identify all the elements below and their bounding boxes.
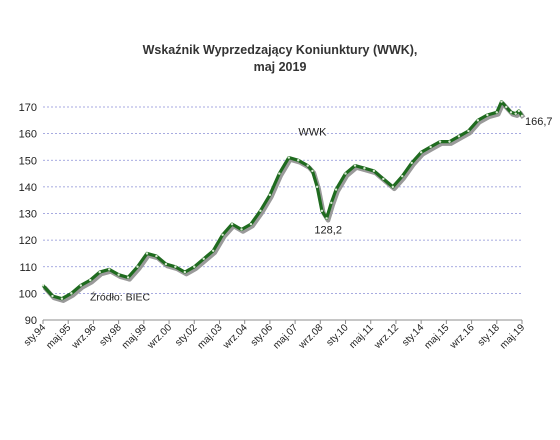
- series-point: [334, 188, 338, 191]
- x-tick-label: sty.10: [325, 322, 351, 348]
- series-point: [41, 284, 45, 287]
- series-point: [278, 172, 281, 175]
- series-point: [249, 222, 253, 226]
- series-point: [325, 217, 328, 220]
- series-point: [174, 265, 177, 268]
- y-tick-label: 90: [25, 315, 37, 327]
- last-value-label: 166,7: [525, 116, 553, 128]
- series-point: [505, 105, 508, 109]
- series-point: [363, 167, 366, 170]
- series-point: [520, 114, 524, 117]
- y-tick-label: 150: [19, 155, 37, 167]
- x-tick-label: maj.99: [120, 322, 149, 351]
- series-point: [486, 113, 489, 117]
- x-tick-label: wrz.96: [69, 322, 99, 352]
- series-point: [467, 129, 470, 133]
- series-point: [410, 161, 413, 165]
- series-point: [457, 135, 461, 138]
- x-tick-label: maj.15: [422, 322, 451, 351]
- x-tick-label: wrz.04: [220, 322, 250, 352]
- series-point: [136, 265, 139, 268]
- series-point: [155, 254, 158, 258]
- x-tick-label: wrz.16: [447, 322, 477, 352]
- y-tick-label: 110: [19, 262, 37, 274]
- series-point: [448, 140, 451, 143]
- y-tick-label: 140: [19, 182, 37, 194]
- series-point: [230, 222, 234, 226]
- series-point: [259, 209, 262, 213]
- series-point: [476, 119, 480, 122]
- series-point: [202, 257, 205, 260]
- series-point: [500, 100, 503, 103]
- series-point: [509, 111, 513, 114]
- series-point: [107, 268, 111, 271]
- series-point: [60, 297, 64, 300]
- series-point: [297, 159, 300, 162]
- series-point: [240, 228, 243, 231]
- series-point: [98, 270, 101, 274]
- series-point: [372, 169, 376, 173]
- series-point: [183, 270, 187, 274]
- series-point: [382, 177, 385, 181]
- series-point: [211, 249, 215, 252]
- series-point: [401, 175, 404, 178]
- series-point: [429, 145, 432, 149]
- series-point: [145, 252, 149, 255]
- series-point: [117, 273, 120, 276]
- series-point: [126, 276, 130, 279]
- y-tick-label: 170: [19, 102, 37, 114]
- series-point: [268, 193, 272, 197]
- series-point: [495, 111, 498, 114]
- x-tick-label: maj.19: [498, 322, 527, 351]
- source-note: Źródło: BIEC: [90, 290, 151, 303]
- series-point: [79, 284, 83, 287]
- series-point: [330, 201, 333, 205]
- series-line-wwk: [41, 100, 524, 301]
- y-tick-label: 100: [19, 288, 37, 300]
- series-point: [306, 164, 309, 167]
- series-point: [514, 112, 517, 115]
- x-tick-label: wrz.00: [145, 322, 175, 352]
- series-name-label: WWK: [298, 126, 327, 138]
- series-point: [344, 172, 347, 175]
- series-point: [517, 109, 521, 113]
- series-point: [419, 151, 423, 154]
- series-point: [353, 164, 357, 167]
- chart-subtitle: maj 2019: [253, 60, 307, 74]
- series-point: [315, 185, 319, 189]
- series-point: [391, 185, 394, 189]
- x-tick-label: wrz.08: [296, 322, 326, 352]
- series-point: [221, 233, 224, 236]
- chart-title: Wskaźnik Wyprzedzający Koniunktury (WWK)…: [142, 43, 418, 57]
- x-tick-label: maj.07: [271, 322, 300, 351]
- min-value-label: 128,2: [314, 224, 342, 236]
- series-point: [51, 294, 54, 298]
- y-tick-label: 120: [19, 235, 37, 247]
- x-tick-label: wrz.12: [372, 322, 402, 352]
- series-point: [287, 156, 291, 159]
- series-point: [70, 292, 73, 295]
- x-tick-label: maj.11: [347, 322, 376, 351]
- series-point: [438, 140, 442, 143]
- series-point: [320, 209, 324, 213]
- x-tick-label: maj.95: [44, 322, 73, 351]
- series-point: [193, 265, 196, 268]
- series-point: [311, 169, 314, 173]
- y-tick-label: 160: [19, 129, 37, 141]
- x-tick-label: maj.03: [196, 322, 225, 351]
- y-tick-label: 130: [19, 209, 37, 221]
- series-point: [89, 278, 92, 282]
- series-point: [164, 262, 168, 266]
